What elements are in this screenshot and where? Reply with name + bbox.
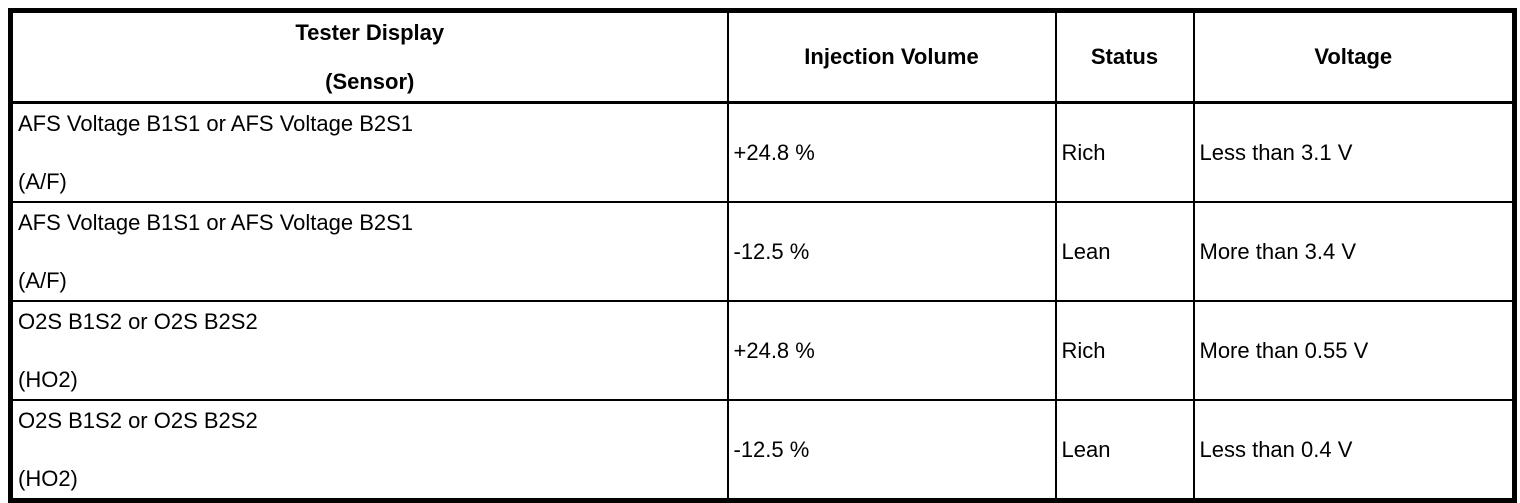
- tester-display-stack: O2S B1S2 or O2S B2S2 (HO2): [18, 309, 723, 393]
- sensor-spec-table-container: Tester Display (Sensor) Injection Volume…: [8, 8, 1517, 503]
- cell-voltage: Less than 3.1 V: [1192, 101, 1516, 203]
- header-tester-display-stack: Tester Display (Sensor): [13, 19, 726, 95]
- sensor-text: (HO2): [18, 466, 78, 491]
- table-row: O2S B1S2 or O2S B2S2 (HO2) -12.5 % Lean …: [9, 399, 1516, 502]
- tester-display-text: O2S B1S2 or O2S B2S2: [18, 308, 258, 334]
- table-header: Tester Display (Sensor) Injection Volume…: [9, 9, 1516, 104]
- tester-display-stack: AFS Voltage B1S1 or AFS Voltage B2S1 (A/…: [18, 210, 723, 294]
- sensor-spec-table: Tester Display (Sensor) Injection Volume…: [8, 8, 1517, 503]
- header-cell-tester-display: Tester Display (Sensor): [9, 9, 729, 104]
- sensor-text: (A/F): [18, 169, 67, 194]
- header-cell-status: Status: [1054, 9, 1195, 104]
- sensor-text: (HO2): [18, 367, 78, 392]
- cell-injection-volume: +24.8 %: [726, 101, 1057, 203]
- tester-display-stack: AFS Voltage B1S1 or AFS Voltage B2S1 (A/…: [18, 111, 723, 195]
- header-row: Tester Display (Sensor) Injection Volume…: [9, 9, 1516, 104]
- cell-status: Lean: [1054, 399, 1195, 502]
- header-tester-display-line2: (Sensor): [325, 69, 415, 94]
- table-body: AFS Voltage B1S1 or AFS Voltage B2S1 (A/…: [9, 101, 1516, 502]
- cell-status: Rich: [1054, 101, 1195, 203]
- tester-display-text: AFS Voltage B1S1 or AFS Voltage B2S1: [18, 209, 414, 235]
- table-row: O2S B1S2 or O2S B2S2 (HO2) +24.8 % Rich …: [9, 300, 1516, 401]
- sensor-text: (A/F): [18, 268, 67, 293]
- tester-display-text: AFS Voltage B1S1 or AFS Voltage B2S1: [18, 110, 414, 136]
- header-cell-voltage: Voltage: [1192, 9, 1516, 104]
- cell-injection-volume: +24.8 %: [726, 300, 1057, 401]
- cell-tester-display: O2S B1S2 or O2S B2S2 (HO2): [9, 399, 729, 502]
- cell-status: Rich: [1054, 300, 1195, 401]
- cell-voltage: Less than 0.4 V: [1192, 399, 1516, 502]
- tester-display-text: O2S B1S2 or O2S B2S2: [18, 407, 258, 433]
- cell-tester-display: AFS Voltage B1S1 or AFS Voltage B2S1 (A/…: [9, 201, 729, 302]
- cell-status: Lean: [1054, 201, 1195, 302]
- tester-display-stack: O2S B1S2 or O2S B2S2 (HO2): [18, 408, 723, 492]
- table-row: AFS Voltage B1S1 or AFS Voltage B2S1 (A/…: [9, 101, 1516, 203]
- cell-injection-volume: -12.5 %: [726, 201, 1057, 302]
- cell-voltage: More than 3.4 V: [1192, 201, 1516, 302]
- cell-tester-display: AFS Voltage B1S1 or AFS Voltage B2S1 (A/…: [9, 101, 729, 203]
- header-cell-injection-volume: Injection Volume: [726, 9, 1057, 104]
- cell-injection-volume: -12.5 %: [726, 399, 1057, 502]
- header-tester-display-line1: Tester Display: [295, 19, 445, 45]
- table-row: AFS Voltage B1S1 or AFS Voltage B2S1 (A/…: [9, 201, 1516, 302]
- cell-tester-display: O2S B1S2 or O2S B2S2 (HO2): [9, 300, 729, 401]
- cell-voltage: More than 0.55 V: [1192, 300, 1516, 401]
